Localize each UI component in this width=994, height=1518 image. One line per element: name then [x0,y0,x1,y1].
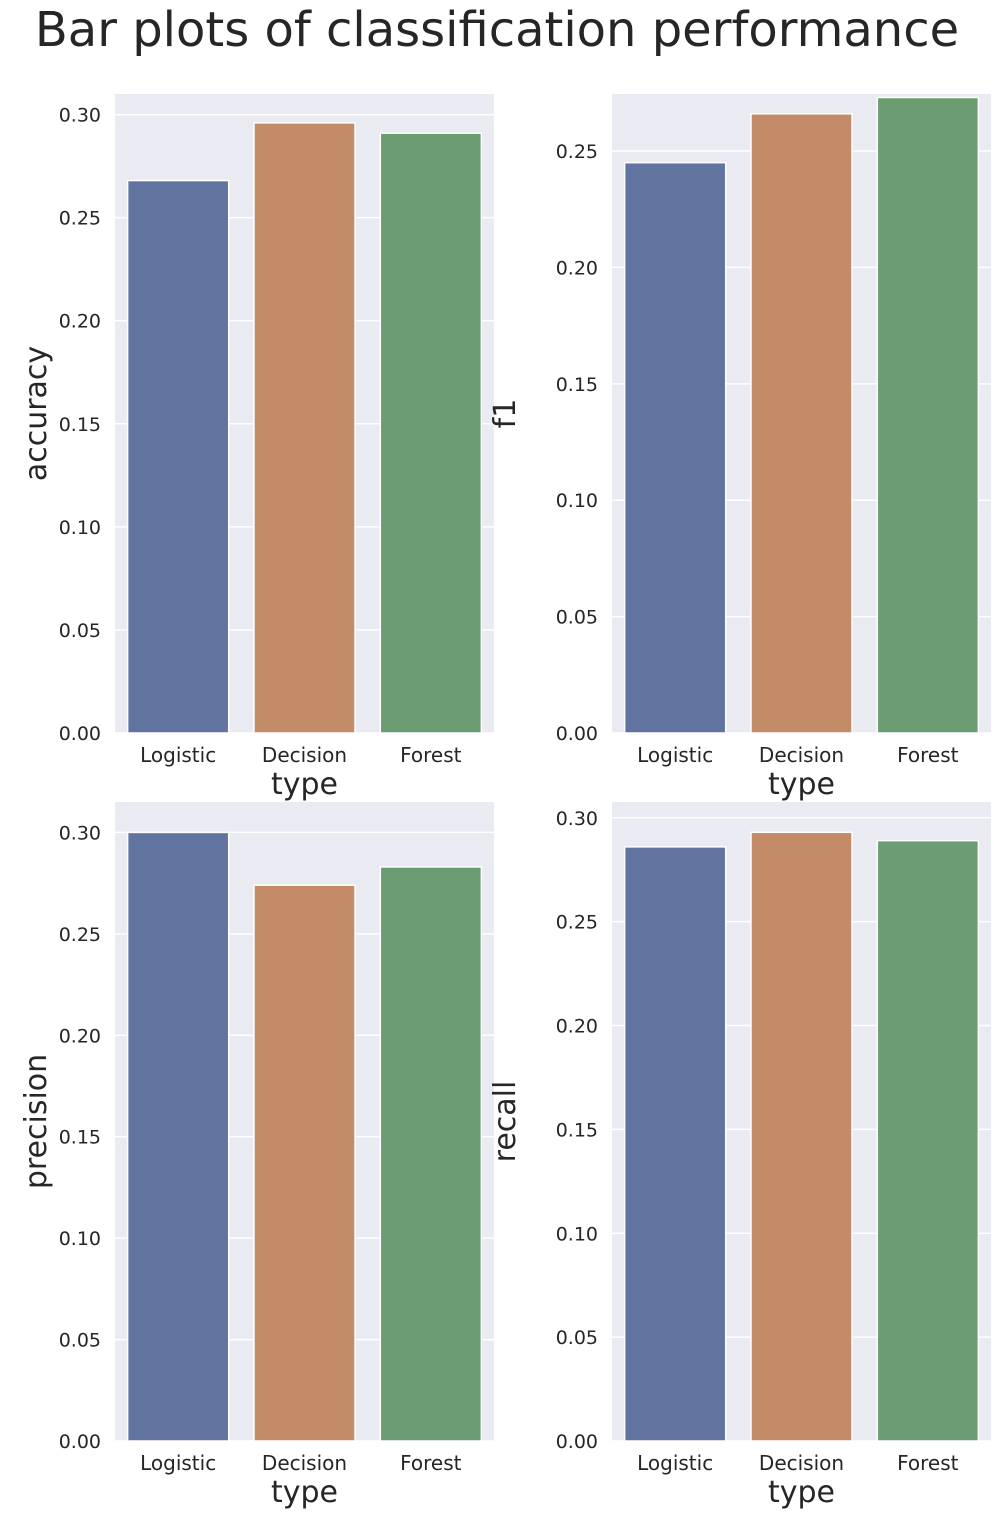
y-tick-label: 0.30 [556,808,598,830]
bar-decision [750,831,853,1442]
y-tick-label: 0.20 [556,1016,598,1038]
bar-logistic [623,161,727,734]
x-axis-label: type [271,767,338,802]
f1-chart: 0.00 0.05 0.10 0.15 0.20 0.25 Logistic Decision… [488,94,991,802]
y-tick-label: 0.00 [59,723,101,745]
bar-forest [379,866,483,1442]
x-tick-label: Forest [897,743,959,767]
y-tick-label: 0.05 [59,620,101,642]
y-tick-label: 0.00 [556,723,598,745]
bar-forest [876,96,980,734]
bar-decision [750,113,853,734]
x-tick-label: Logistic [637,743,713,767]
accuracy-chart: 0.00 0.05 0.10 0.15 0.20 0.25 0.30 Logistic Deci… [19,94,494,802]
y-tick-label: 0.10 [556,1223,598,1245]
y-tick-label: 0.20 [59,311,101,333]
x-tick-label: Decision [262,1451,347,1475]
y-tick-label: 0.30 [59,105,101,127]
bar-logistic [623,846,727,1442]
y-axis-label: f1 [488,399,523,429]
y-axis-label: precision [19,1054,54,1189]
x-tick-label: Forest [897,1451,959,1475]
figure-title: Bar plots of classification performance [34,2,960,58]
x-tick-label: Decision [759,1451,844,1475]
y-tick-label: 0.20 [556,257,598,279]
x-tick-label: Logistic [140,743,216,767]
x-tick-label: Decision [759,743,844,767]
x-tick-label: Logistic [637,1451,713,1475]
y-tick-label: 0.15 [59,414,101,436]
y-tick-label: 0.00 [59,1431,101,1453]
precision-chart: 0.00 0.05 0.10 0.15 0.20 0.25 0.30 Logistic Deci… [19,802,494,1510]
x-axis-label: type [768,767,835,802]
x-tick-label: Forest [400,743,462,767]
x-tick-label: Logistic [140,1451,216,1475]
y-tick-label: 0.25 [59,208,101,230]
bar-forest [379,132,483,734]
y-tick-label: 0.25 [556,141,598,163]
bar-logistic [126,179,230,734]
y-tick-label: 0.20 [59,1025,101,1047]
bar-decision [253,884,356,1442]
y-tick-label: 0.10 [59,517,101,539]
y-tick-label: 0.25 [556,912,598,934]
y-tick-label: 0.25 [59,924,101,946]
x-tick-label: Decision [262,743,347,767]
y-tick-label: 0.10 [59,1228,101,1250]
y-tick-label: 0.10 [556,490,598,512]
y-axis-label: recall [488,1081,523,1163]
y-tick-label: 0.05 [556,607,598,629]
y-tick-label: 0.05 [59,1330,101,1352]
y-tick-label: 0.15 [59,1127,101,1149]
y-tick-label: 0.15 [556,1119,598,1141]
y-tick-label: 0.30 [59,822,101,844]
recall-chart: 0.00 0.05 0.10 0.15 0.20 0.25 0.30 Logistic Deci… [488,802,991,1510]
y-tick-label: 0.00 [556,1431,598,1453]
y-tick-label: 0.15 [556,374,598,396]
x-tick-label: Forest [400,1451,462,1475]
bar-logistic [126,831,230,1442]
bar-forest [876,839,980,1442]
y-axis-label: accuracy [19,346,54,481]
bar-decision [253,122,356,734]
x-axis-label: type [271,1475,338,1510]
x-axis-label: type [768,1475,835,1510]
y-tick-label: 0.05 [556,1327,598,1349]
